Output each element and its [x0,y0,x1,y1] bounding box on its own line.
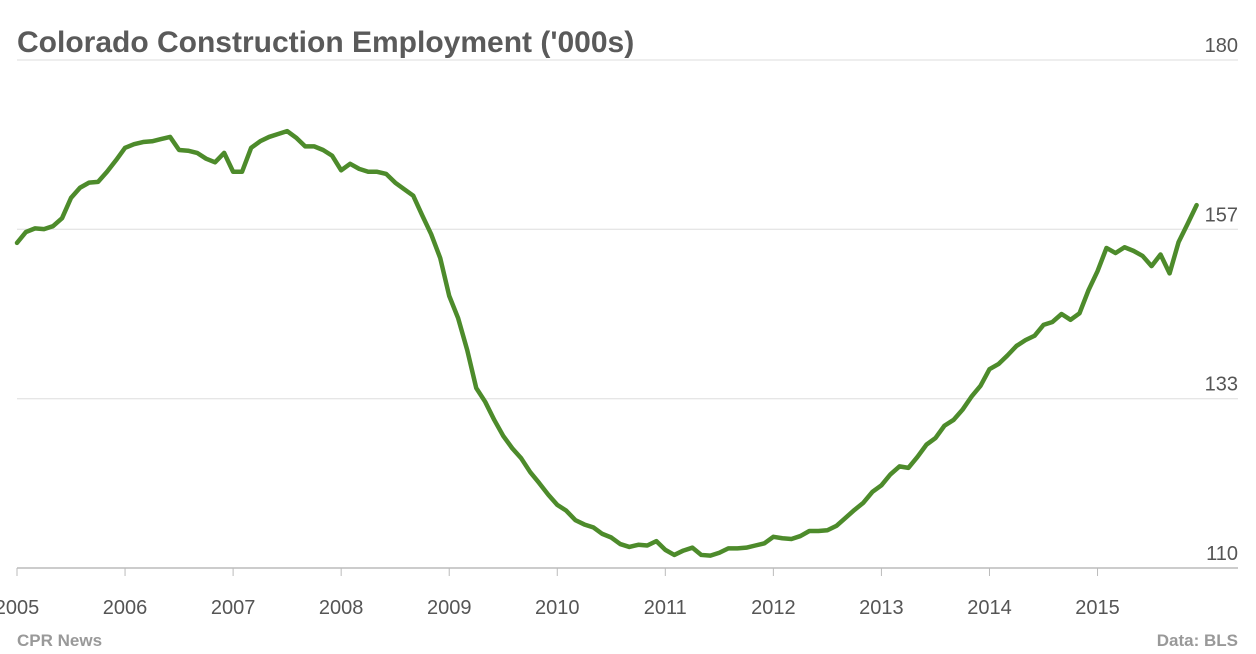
y-tick-label: 133 [1205,374,1238,396]
x-tick-label: 2010 [535,597,580,619]
x-tick-label: 2006 [103,597,148,619]
y-tick-label: 157 [1205,204,1238,226]
x-tick-label: 2011 [644,597,687,619]
source-left: CPR News [17,631,102,650]
x-tick-label: 2012 [751,597,796,619]
chart-title: Colorado Construction Employment ('000s) [17,26,634,59]
x-tick-label: 2007 [211,597,256,619]
data-line [14,128,1199,558]
source-right: Data: BLS [1157,631,1238,650]
x-tick-label: 2013 [859,597,904,619]
x-tick-label: 2014 [967,597,1012,619]
y-tick-label: 110 [1206,543,1238,565]
x-tick-label: 2005 [0,597,39,619]
y-tick-label: 180 [1205,35,1238,57]
x-tick-label: 2009 [427,597,472,619]
x-tick-label: 2015 [1075,597,1120,619]
x-tick-label: 2008 [319,597,364,619]
